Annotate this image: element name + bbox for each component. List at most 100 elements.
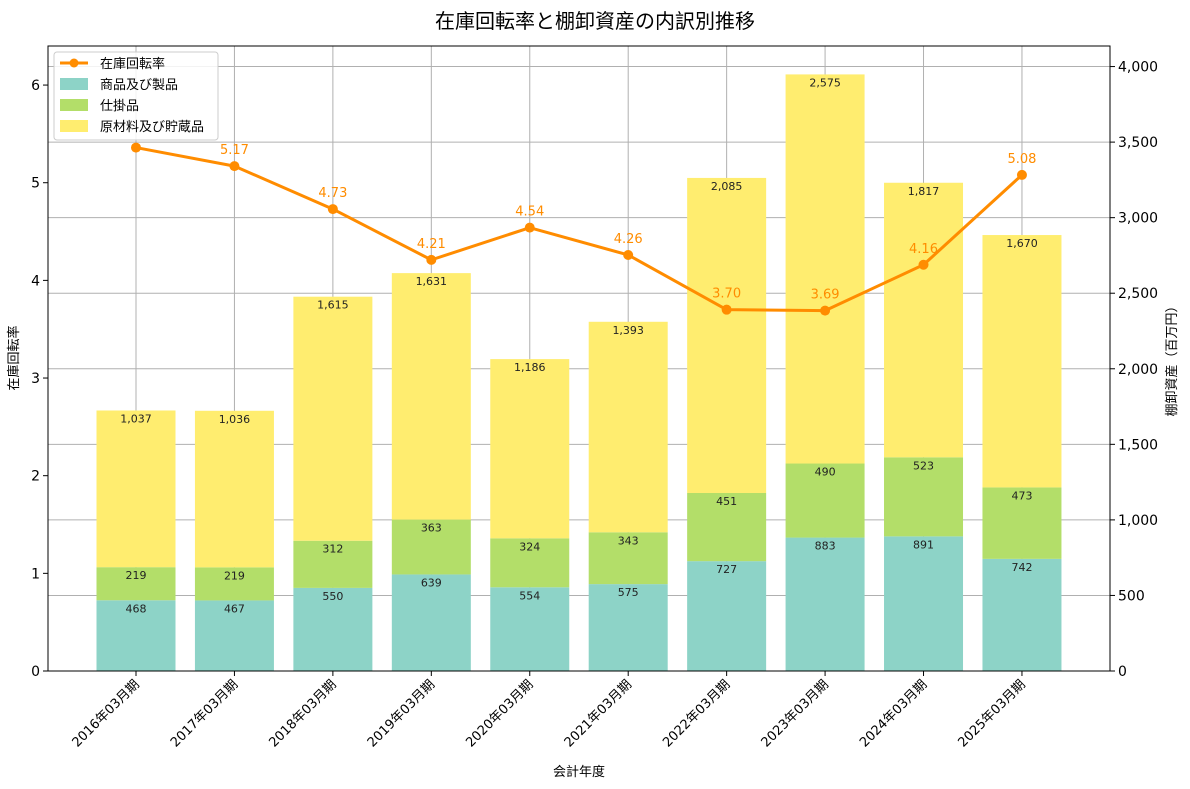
turnover-value-label: 4.21	[417, 237, 446, 252]
bar-value-label: 468	[126, 602, 147, 615]
bar-value-label: 219	[224, 569, 245, 582]
bar-segment	[687, 561, 767, 671]
turnover-point	[918, 259, 929, 270]
bar-value-label: 1,393	[612, 324, 644, 337]
y-tick-label-left: 6	[31, 78, 40, 94]
turnover-value-label: 3.70	[712, 287, 741, 302]
turnover-point	[1016, 169, 1027, 180]
bar-segment	[194, 600, 274, 671]
turnover-point	[426, 254, 437, 265]
y-tick-label-left: 1	[31, 566, 40, 582]
turnover-value-label: 3.69	[811, 288, 840, 303]
plot-frame	[47, 45, 1111, 672]
x-tick-label: 2022年03月期	[660, 677, 733, 750]
turnover-value-label: 4.26	[614, 232, 643, 247]
chart-title: 在庫回転率と棚卸資産の内訳別推移	[435, 9, 755, 33]
x-axis-label: 会計年度	[553, 764, 605, 780]
bar-segment	[490, 587, 570, 671]
bar-value-label: 550	[322, 590, 343, 603]
bar-value-label: 219	[126, 569, 147, 582]
bar-segment	[293, 540, 373, 588]
bar-segment	[982, 487, 1062, 559]
x-tick-label: 2024年03月期	[857, 677, 930, 750]
turnover-point	[131, 142, 141, 153]
turnover-point	[721, 304, 732, 315]
bar-value-label: 363	[421, 522, 442, 535]
y-tick-label-left: 0	[31, 664, 40, 680]
right-axis: 0 500 1,000 1,500 2,000 2,500 3,000 3,500 4,000	[1110, 60, 1158, 680]
x-tick-label: 2025年03月期	[956, 677, 1029, 750]
bar-segment	[884, 536, 964, 671]
x-tick-label: 2023年03月期	[759, 677, 832, 750]
turnover-value-label: 4.73	[318, 186, 347, 201]
x-tick-label: 2018年03月期	[266, 677, 339, 750]
x-axis: 2016年03月期 2017年03月期 2018年03月期 2019年03月期 2020…	[70, 671, 1029, 751]
bar-segment	[96, 567, 176, 601]
bars	[96, 74, 1062, 671]
bar-segment	[785, 74, 865, 464]
legend-marker	[69, 58, 79, 68]
x-tick-label: 2020年03月期	[463, 677, 536, 750]
bar-segment	[982, 558, 1062, 671]
bar-segment	[687, 492, 767, 562]
legend-patch-swatch	[60, 120, 88, 132]
y-tick-label-right: 3,500	[1118, 135, 1158, 151]
y-axis-left-label: 在庫回転率	[6, 325, 22, 390]
x-tick-label: 2021年03月期	[562, 677, 635, 750]
bar-value-label: 473	[1011, 489, 1032, 502]
legend-patch-swatch	[60, 78, 88, 90]
y-tick-label-right: 3,000	[1118, 211, 1158, 227]
bar-value-label: 1,037	[120, 412, 152, 425]
bar-segment	[96, 410, 176, 568]
bar-value-label: 324	[519, 540, 540, 553]
turnover-point	[229, 161, 240, 172]
bar-value-label: 575	[618, 586, 639, 599]
legend-patch-swatch	[60, 99, 88, 111]
bar-value-label: 490	[815, 466, 836, 479]
bar-segment	[391, 519, 471, 575]
turnover-point	[820, 305, 831, 316]
bar-segment	[194, 567, 274, 601]
bar-value-label: 742	[1011, 561, 1032, 574]
left-axis: 0 1 2 3 4 5 6	[31, 78, 48, 680]
turnover-point	[623, 249, 634, 260]
turnover-value-label: 5.17	[220, 143, 249, 158]
y-tick-label-left: 3	[31, 371, 40, 387]
y-tick-label-right: 4,000	[1118, 60, 1158, 76]
bar-segment	[391, 273, 471, 520]
y-tick-label-right: 1,500	[1118, 437, 1158, 453]
turnover-value-label: 4.54	[515, 205, 544, 220]
bar-segment	[194, 410, 274, 568]
bar-segment	[884, 182, 964, 458]
y-tick-label-right: 2,500	[1118, 286, 1158, 302]
bar-value-label: 1,615	[317, 299, 349, 312]
turnover-value-label: 4.16	[909, 242, 938, 257]
bar-value-label: 554	[519, 589, 540, 602]
bar-value-label: 1,036	[219, 413, 251, 426]
bar-value-label: 891	[913, 538, 934, 551]
bar-segment	[96, 600, 176, 671]
bar-segment	[293, 296, 373, 541]
bar-value-label: 523	[913, 459, 934, 472]
bar-segment	[588, 532, 668, 585]
legend-label: 仕掛品	[100, 99, 139, 114]
bar-segment	[490, 538, 570, 588]
legend-label: 在庫回転率	[100, 56, 165, 72]
bar-value-label: 1,670	[1006, 237, 1038, 250]
y-axis-right-label: 棚卸資産（百万円）	[1164, 299, 1180, 416]
bar-segment	[293, 587, 373, 671]
bar-value-label: 883	[815, 540, 836, 553]
bar-segment	[588, 584, 668, 671]
bar-value-label: 639	[421, 576, 442, 589]
bar-value-label: 2,575	[809, 76, 841, 89]
bar-value-label: 312	[322, 543, 343, 556]
x-tick-label: 2016年03月期	[70, 677, 143, 750]
line-value-labels: 5.17 4.73 4.21 4.54 4.26 3.70 3.69 4.16 5.08	[220, 143, 1036, 303]
bar-segment	[687, 177, 767, 493]
bar-value-label: 727	[716, 563, 737, 576]
bar-segment	[982, 235, 1062, 488]
y-tick-label-right: 500	[1118, 588, 1145, 604]
legend-label: 商品及び製品	[100, 78, 178, 93]
